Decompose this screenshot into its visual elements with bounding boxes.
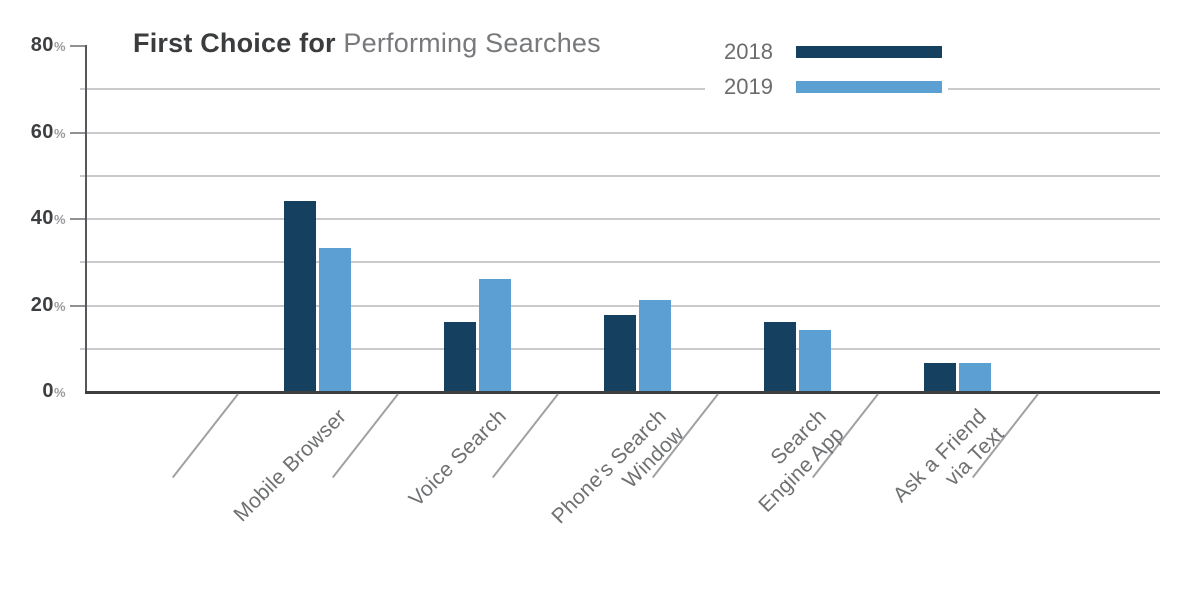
y-axis-label-number: 80 [30, 34, 54, 56]
category-boundary-tick-1 [331, 393, 399, 479]
bar-2018-category-3 [764, 321, 796, 391]
y-tick-40pct [70, 218, 85, 220]
bar-2018-category-1 [444, 321, 476, 391]
chart-legend: 2018 2019 [705, 39, 948, 110]
gridline-30pct [80, 261, 1160, 264]
gridline-40pct [80, 218, 1160, 220]
gridline-70pct [80, 88, 1160, 91]
bar-2019-category-1 [479, 278, 511, 391]
legend-label: 2019 [724, 74, 773, 99]
y-axis-label-40pct: 40% [4, 207, 66, 230]
y-axis-percent-sign: % [53, 212, 66, 227]
y-tick-80pct [70, 45, 85, 47]
y-axis-label-number: 20 [30, 293, 54, 316]
y-axis-percent-sign: % [53, 298, 66, 314]
category-boundary-tick-2 [491, 393, 559, 479]
chart-title-rest: Performing Searches [335, 28, 601, 58]
y-tick-20pct [70, 304, 85, 307]
gridline-60pct [80, 131, 1160, 134]
category-label-0: Mobile Browser [150, 404, 352, 592]
bar-2018-category-0 [284, 200, 316, 391]
x-axis-line [85, 390, 1160, 394]
gridline-50pct [80, 174, 1160, 177]
chart-title: First Choice for Performing Searches [133, 28, 601, 59]
y-axis-label-60pct: 60% [4, 121, 66, 144]
category-boundary-tick-0 [171, 393, 239, 479]
y-axis-percent-sign: % [53, 385, 66, 400]
y-tick-60pct [70, 131, 85, 134]
bar-2018-category-2 [604, 315, 636, 391]
y-axis-line [85, 45, 87, 393]
y-axis-label-0pct: 0% [4, 380, 66, 403]
category-label-line: Mobile Browser [228, 404, 351, 527]
y-axis-percent-sign: % [53, 125, 66, 141]
chart-title-emphasis: First Choice for [133, 28, 336, 58]
y-axis-label-number: 40 [30, 207, 54, 229]
legend-swatch-2019 [796, 81, 942, 93]
bar-2019-category-0 [319, 248, 351, 391]
bar-2019-category-2 [639, 300, 671, 391]
bar-2018-category-4 [924, 362, 956, 391]
bar-2019-category-4 [959, 362, 991, 391]
y-axis-label-number: 60 [30, 120, 54, 143]
bar-2019-category-3 [799, 330, 831, 391]
legend-item-2019: 2019 [705, 74, 948, 99]
y-axis-label-20pct: 20% [4, 294, 66, 317]
legend-item-2018: 2018 [705, 39, 948, 64]
y-axis-percent-sign: % [53, 39, 66, 54]
legend-label: 2018 [724, 39, 773, 64]
legend-swatch-2018 [796, 46, 942, 58]
gridline-20pct [80, 304, 1160, 307]
y-axis-label-number: 0 [42, 380, 54, 402]
y-axis-label-80pct: 80% [4, 34, 66, 57]
